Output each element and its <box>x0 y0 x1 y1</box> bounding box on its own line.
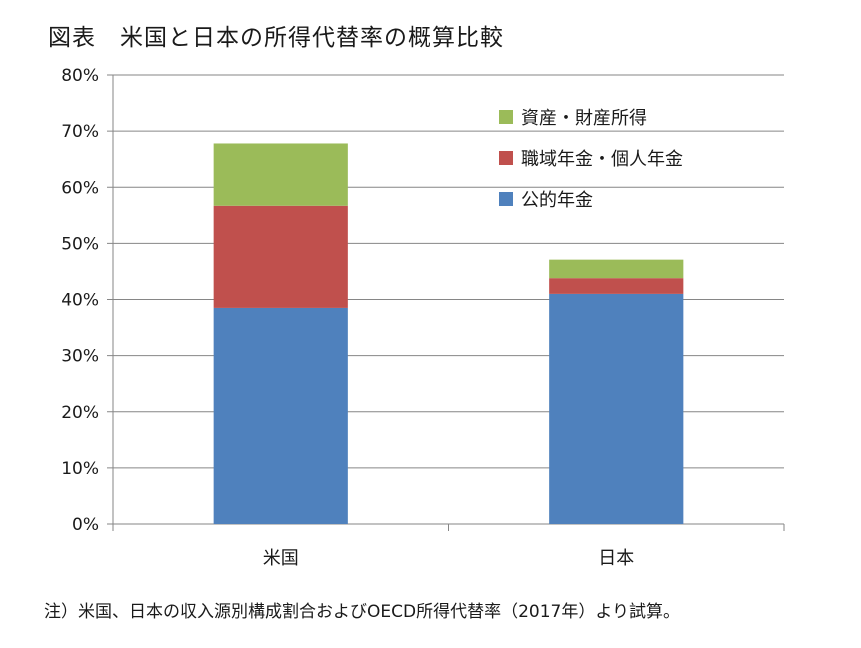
bar-segment <box>549 293 684 524</box>
y-tick-label: 10% <box>61 459 99 479</box>
legend-swatch <box>499 192 513 206</box>
legend-swatch <box>499 110 513 124</box>
legend-label: 公的年金 <box>521 190 593 211</box>
legend-swatch <box>499 151 513 165</box>
category-label: 米国 <box>263 548 299 569</box>
bar-segment <box>549 278 684 294</box>
y-tick-label: 20% <box>61 403 99 423</box>
y-tick-label: 60% <box>61 178 99 198</box>
y-tick-label: 40% <box>61 291 99 311</box>
chart-footnote: 注）米国、日本の収入源別構成割合およびOECD所得代替率（2017年）より試算。 <box>44 602 681 622</box>
y-tick-label: 70% <box>61 122 99 142</box>
bar-segment <box>213 205 348 308</box>
legend-label: 資産・財産所得 <box>521 108 647 129</box>
category-label: 日本 <box>598 548 634 569</box>
chart-title: 図表 米国と日本の所得代替率の概算比較 <box>48 25 504 51</box>
y-tick-label: 50% <box>61 234 99 254</box>
y-tick-label: 0% <box>72 515 99 535</box>
bar-segment <box>213 143 348 206</box>
bar-segment <box>213 307 348 524</box>
bar-segment <box>549 259 684 279</box>
y-tick-label: 30% <box>61 347 99 367</box>
stacked-bar-chart: 0% 10% 20% 30% 40% 50% 60% 70% 80% 米国 日本 資産・財産所得職域年… <box>61 66 785 569</box>
y-tick-label: 80% <box>61 66 99 86</box>
legend-label: 職域年金・個人年金 <box>521 149 683 170</box>
